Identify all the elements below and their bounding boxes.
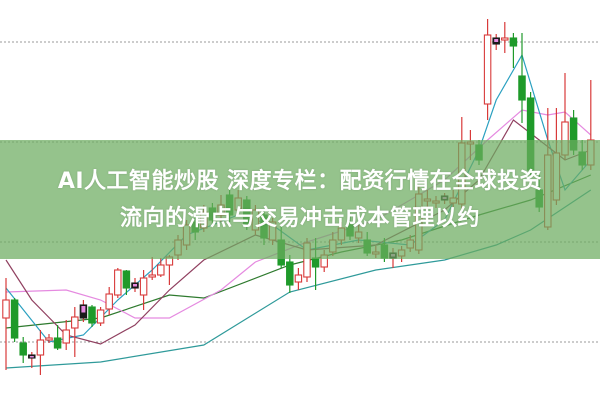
candle-marker xyxy=(494,39,499,42)
candle-body xyxy=(53,337,62,349)
candle-marker xyxy=(29,356,34,358)
candle-body xyxy=(62,329,70,344)
candle-body xyxy=(483,34,492,105)
candle-marker xyxy=(81,306,86,313)
candle-body xyxy=(88,306,96,324)
candle-body xyxy=(2,299,10,319)
candle-body xyxy=(294,274,303,283)
candle-marker xyxy=(133,284,137,287)
title-banner: AI人工智能炒股 深度专栏：配资行情在全球投资 流向的滑点与交易冲击成本管理以约 xyxy=(0,140,600,259)
title-line-2: 流向的滑点与交易冲击成本管理以约 xyxy=(119,205,480,231)
candle-body xyxy=(311,257,320,268)
candle-body xyxy=(148,274,156,278)
title-line-1: AI人工智能炒股 深度专栏：配资行情在全球投资 xyxy=(57,168,543,194)
candle-body xyxy=(114,269,122,296)
candle-body xyxy=(518,75,526,101)
candle-body xyxy=(105,293,113,310)
candle-body xyxy=(139,277,148,296)
candle-body xyxy=(96,309,105,324)
candle-body xyxy=(10,299,19,339)
candle-body xyxy=(71,316,79,329)
candle-body xyxy=(157,264,165,276)
candle-body xyxy=(286,261,294,286)
candle-body xyxy=(19,342,27,356)
candle-body xyxy=(45,337,53,341)
candle-body xyxy=(501,37,509,41)
candle-body xyxy=(122,270,131,289)
candle-body xyxy=(36,339,45,356)
candle-body xyxy=(509,37,518,47)
